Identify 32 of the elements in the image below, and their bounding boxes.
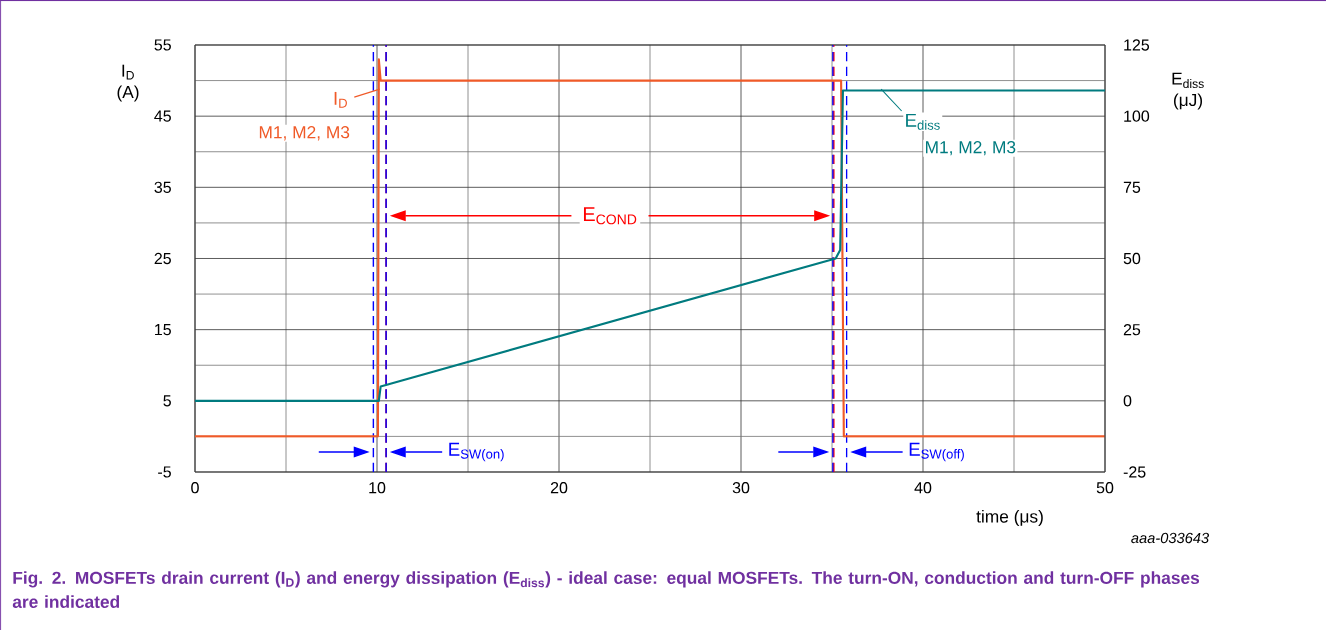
- y-tick-label: -5: [158, 466, 171, 478]
- annotation: M1, M2, M3: [926, 141, 1016, 156]
- y2-tick-label: 0: [1123, 395, 1132, 407]
- text: aaa-033643: [1131, 532, 1210, 544]
- y2-tick-label: 50: [1123, 252, 1141, 265]
- x-axis-title: time (μs): [976, 509, 1043, 527]
- x-tick-label: 30: [732, 482, 750, 494]
- x-tick-label: 0: [191, 482, 199, 494]
- y-tick-label: 55: [154, 39, 171, 51]
- annotation: M1, M2, M3: [259, 126, 350, 141]
- x-tick-label: 50: [1096, 482, 1114, 494]
- y2-tick-label: 75: [1123, 181, 1141, 193]
- annotation: E$_{SW(on)}$: [449, 442, 504, 462]
- annotation: E$_{SW(off)}$: [909, 442, 964, 462]
- annotation: E$_{COND}$: [583, 207, 637, 225]
- x-tick-label: 20: [550, 482, 568, 494]
- y-axis-title: I$_{D}$ (A): [117, 64, 139, 102]
- y2-axis-title: E$_{diss}$ (μJ): [1172, 72, 1204, 110]
- legend-label: I$_{D}$: [334, 91, 347, 108]
- y2-tick-label: 100: [1124, 110, 1150, 122]
- y-tick-label: 15: [155, 324, 171, 336]
- y-tick-label: 5: [163, 395, 171, 407]
- y2-tick-label: 25: [1123, 323, 1141, 336]
- y2-tick-label: 125: [1124, 39, 1150, 51]
- y-tick-label: 35: [154, 181, 171, 193]
- chart-title: Fig. 2. MOSFETs drain current (I$_{D}$) and energy dissipation (E$_{diss}$) - ideal case: equal MOSFETs. The turn-ON, conduction and turn-OFF phases are indicated: [12, 571, 1200, 608]
- y-tick-label: 45: [154, 110, 171, 122]
- y-tick-label: 25: [154, 252, 171, 265]
- x-tick-label: 40: [914, 482, 932, 494]
- series-label: E$_{diss}$: [906, 113, 940, 130]
- x-tick-label: 10: [369, 482, 386, 494]
- y2-tick-label: -25: [1123, 466, 1146, 478]
